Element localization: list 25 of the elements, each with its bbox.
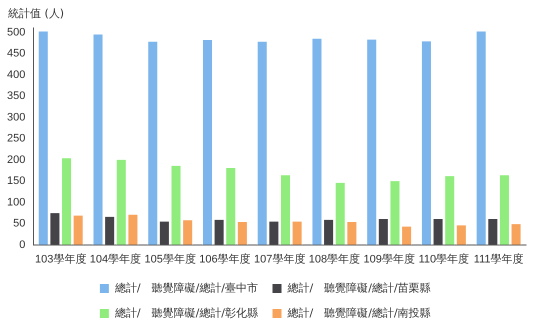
x-tick-label: 111學年度 [474, 252, 524, 266]
y-tick-label: 400 [6, 68, 26, 81]
x-tick-label: 106學年度 [199, 252, 251, 266]
y-tick-label: 300 [6, 111, 26, 124]
y-tick-label: 500 [6, 26, 26, 38]
y-tick-label: 200 [6, 154, 26, 166]
y-tick-label: 250 [6, 132, 26, 145]
x-tick-label: 103學年度 [35, 252, 86, 266]
y-tick-label: 150 [6, 175, 26, 188]
y-tick-label: 0 [19, 238, 26, 251]
y-tick-label: 350 [6, 90, 26, 102]
x-tick-label: 104學年度 [90, 252, 142, 266]
y-tick-label: 50 [13, 218, 26, 230]
y-tick-label: 450 [6, 48, 26, 60]
y-axis-title: 統計值 (人) [8, 6, 64, 21]
x-tick-label: 108學年度 [308, 252, 360, 266]
legend-label: 總計/ 聽覺障礙/總計/南投縣 [286, 306, 431, 320]
y-tick-label: 100 [6, 196, 26, 208]
x-tick-label: 109學年度 [363, 252, 415, 266]
legend-label: 總計/ 聽覺障礙/總計/彰化縣 [114, 306, 258, 320]
x-tick-label: 107學年度 [254, 252, 306, 266]
legend-label: 總計/ 聽覺障礙/總計/臺中市 [114, 281, 258, 294]
legend-label: 總計/ 聽覺障礙/總計/苗栗縣 [286, 281, 431, 294]
x-tick-label: 105學年度 [144, 252, 196, 266]
x-tick-label: 110學年度 [418, 252, 470, 266]
